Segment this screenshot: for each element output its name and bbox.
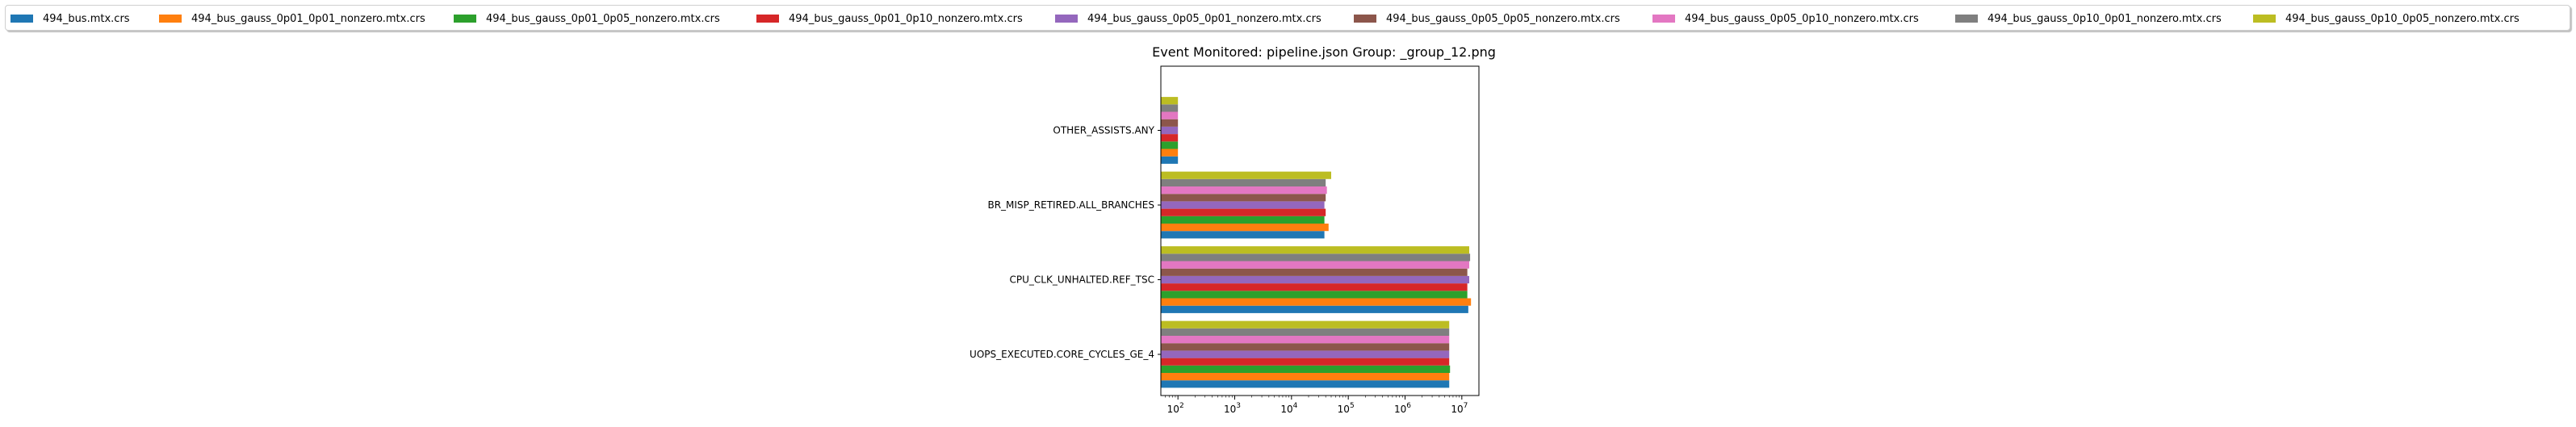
- x-tick-label: 106: [1394, 402, 1411, 415]
- legend-label: 494_bus_gauss_0p10_0p05_nonzero.mtx.crs: [2285, 12, 2519, 25]
- legend-label: 494_bus_gauss_0p05_0p01_nonzero.mtx.crs: [1087, 12, 1322, 25]
- bar-br-misp-retired-all-branches-s8: [1161, 171, 1331, 179]
- bar-uops-executed-core-cycles-ge-4-s3: [1161, 358, 1450, 366]
- legend-label: 494_bus_gauss_0p01_0p01_nonzero.mtx.crs: [191, 12, 425, 25]
- bar-uops-executed-core-cycles-ge-4-s4: [1161, 350, 1450, 358]
- legend-item-0p05-0p05: 494_bus_gauss_0p05_0p05_nonzero.mtx.crs: [1354, 12, 1620, 25]
- bar-cpu-clk-unhalted-ref-tsc-s4: [1161, 275, 1469, 284]
- legend-swatch: [756, 15, 779, 23]
- bar-uops-executed-core-cycles-ge-4-s0: [1161, 380, 1450, 388]
- legend-item-0p05-0p10: 494_bus_gauss_0p05_0p10_nonzero.mtx.crs: [1652, 12, 1919, 25]
- bar-other-assists-any-s4: [1161, 126, 1179, 135]
- legend-label: 494_bus_gauss_0p05_0p05_nonzero.mtx.crs: [1386, 12, 1620, 25]
- legend-item-0p10-0p01: 494_bus_gauss_0p10_0p01_nonzero.mtx.crs: [1955, 12, 2222, 25]
- legend-label: 494_bus.mtx.crs: [43, 12, 130, 25]
- legend-item-0p01-0p01: 494_bus_gauss_0p01_0p01_nonzero.mtx.crs: [159, 12, 425, 25]
- bar-br-misp-retired-all-branches-s1: [1161, 224, 1329, 232]
- legend-swatch: [1955, 15, 1978, 23]
- legend-swatch: [1354, 15, 1376, 23]
- bar-cpu-clk-unhalted-ref-tsc-s0: [1161, 305, 1468, 313]
- y-tick-label: CPU_CLK_UNHALTED.REF_TSC: [1010, 274, 1154, 286]
- bar-br-misp-retired-all-branches-s6: [1161, 186, 1327, 195]
- legend-label: 494_bus_gauss_0p10_0p01_nonzero.mtx.crs: [1987, 12, 2222, 25]
- bar-other-assists-any-s6: [1161, 111, 1179, 119]
- x-tick-label: 103: [1224, 402, 1241, 415]
- legend-swatch: [10, 15, 33, 23]
- y-axis: UOPS_EXECUTED.CORE_CYCLES_GE_4 CPU_CLK_UN…: [970, 125, 1161, 360]
- legend-label: 494_bus_gauss_0p05_0p10_nonzero.mtx.crs: [1685, 12, 1919, 25]
- chart-title: Event Monitored: pipeline.json Group: _g…: [1152, 44, 1496, 61]
- bar-cpu-clk-unhalted-ref-tsc-s6: [1161, 261, 1469, 269]
- bar-br-misp-retired-all-branches-s7: [1161, 178, 1326, 186]
- bar-cpu-clk-unhalted-ref-tsc-s7: [1161, 253, 1471, 262]
- bar-cpu-clk-unhalted-ref-tsc-s8: [1161, 246, 1469, 254]
- chart-legend: 494_bus.mtx.crs 494_bus_gauss_0p01_0p01_…: [5, 5, 2570, 31]
- legend-swatch: [1652, 15, 1675, 23]
- bar-uops-executed-core-cycles-ge-4-s8: [1161, 320, 1450, 329]
- legend-item-0p01-0p10: 494_bus_gauss_0p01_0p10_nonzero.mtx.crs: [756, 12, 1023, 25]
- legend-swatch: [1055, 15, 1078, 23]
- x-tick-label: 107: [1451, 402, 1468, 415]
- bar-other-assists-any-s7: [1161, 104, 1179, 112]
- bar-other-assists-any-s2: [1161, 141, 1179, 149]
- bar-other-assists-any-s5: [1161, 119, 1179, 127]
- bar-br-misp-retired-all-branches-s3: [1161, 208, 1326, 216]
- legend-swatch: [159, 15, 182, 23]
- bar-other-assists-any-s3: [1161, 134, 1179, 142]
- bar-uops-executed-core-cycles-ge-4-s2: [1161, 365, 1451, 373]
- plot-frame: [1160, 65, 1480, 396]
- legend-swatch: [454, 15, 476, 23]
- bar-br-misp-retired-all-branches-s5: [1161, 194, 1326, 202]
- bar-cpu-clk-unhalted-ref-tsc-s1: [1161, 298, 1472, 306]
- y-tick-label: UOPS_EXECUTED.CORE_CYCLES_GE_4: [970, 349, 1154, 360]
- bar-other-assists-any-s0: [1161, 156, 1179, 164]
- legend-label: 494_bus_gauss_0p01_0p10_nonzero.mtx.crs: [789, 12, 1023, 25]
- x-axis: 102 103 104 105 106 107: [1165, 396, 1468, 415]
- x-tick-label: 102: [1167, 402, 1184, 415]
- bar-uops-executed-core-cycles-ge-4-s1: [1161, 373, 1450, 381]
- legend-item-0p10-0p05: 494_bus_gauss_0p10_0p05_nonzero.mtx.crs: [2253, 12, 2519, 25]
- bar-cpu-clk-unhalted-ref-tsc-s5: [1161, 268, 1468, 276]
- bar-br-misp-retired-all-branches-s0: [1161, 231, 1325, 239]
- bar-other-assists-any-s1: [1161, 149, 1179, 157]
- legend-swatch: [2253, 15, 2276, 23]
- bar-cpu-clk-unhalted-ref-tsc-s3: [1161, 283, 1468, 291]
- bar-uops-executed-core-cycles-ge-4-s7: [1161, 328, 1450, 336]
- x-tick-label: 105: [1338, 402, 1355, 415]
- legend-item-0p05-0p01: 494_bus_gauss_0p05_0p01_nonzero.mtx.crs: [1055, 12, 1322, 25]
- bar-uops-executed-core-cycles-ge-4-s5: [1161, 343, 1450, 351]
- legend-item-494-bus: 494_bus.mtx.crs: [10, 12, 130, 25]
- y-tick-label: OTHER_ASSISTS.ANY: [1053, 125, 1154, 136]
- x-tick-label: 104: [1280, 402, 1297, 415]
- bar-br-misp-retired-all-branches-s2: [1161, 216, 1325, 224]
- y-tick-label: BR_MISP_RETIRED.ALL_BRANCHES: [987, 199, 1154, 211]
- bar-uops-executed-core-cycles-ge-4-s6: [1161, 336, 1450, 344]
- bar-cpu-clk-unhalted-ref-tsc-s2: [1161, 291, 1468, 299]
- bar-other-assists-any-s8: [1161, 97, 1179, 105]
- bars-layer: [1161, 97, 1472, 388]
- legend-item-0p01-0p05: 494_bus_gauss_0p01_0p05_nonzero.mtx.crs: [454, 12, 720, 25]
- legend-label: 494_bus_gauss_0p01_0p05_nonzero.mtx.crs: [486, 12, 720, 25]
- bar-br-misp-retired-all-branches-s4: [1161, 201, 1325, 209]
